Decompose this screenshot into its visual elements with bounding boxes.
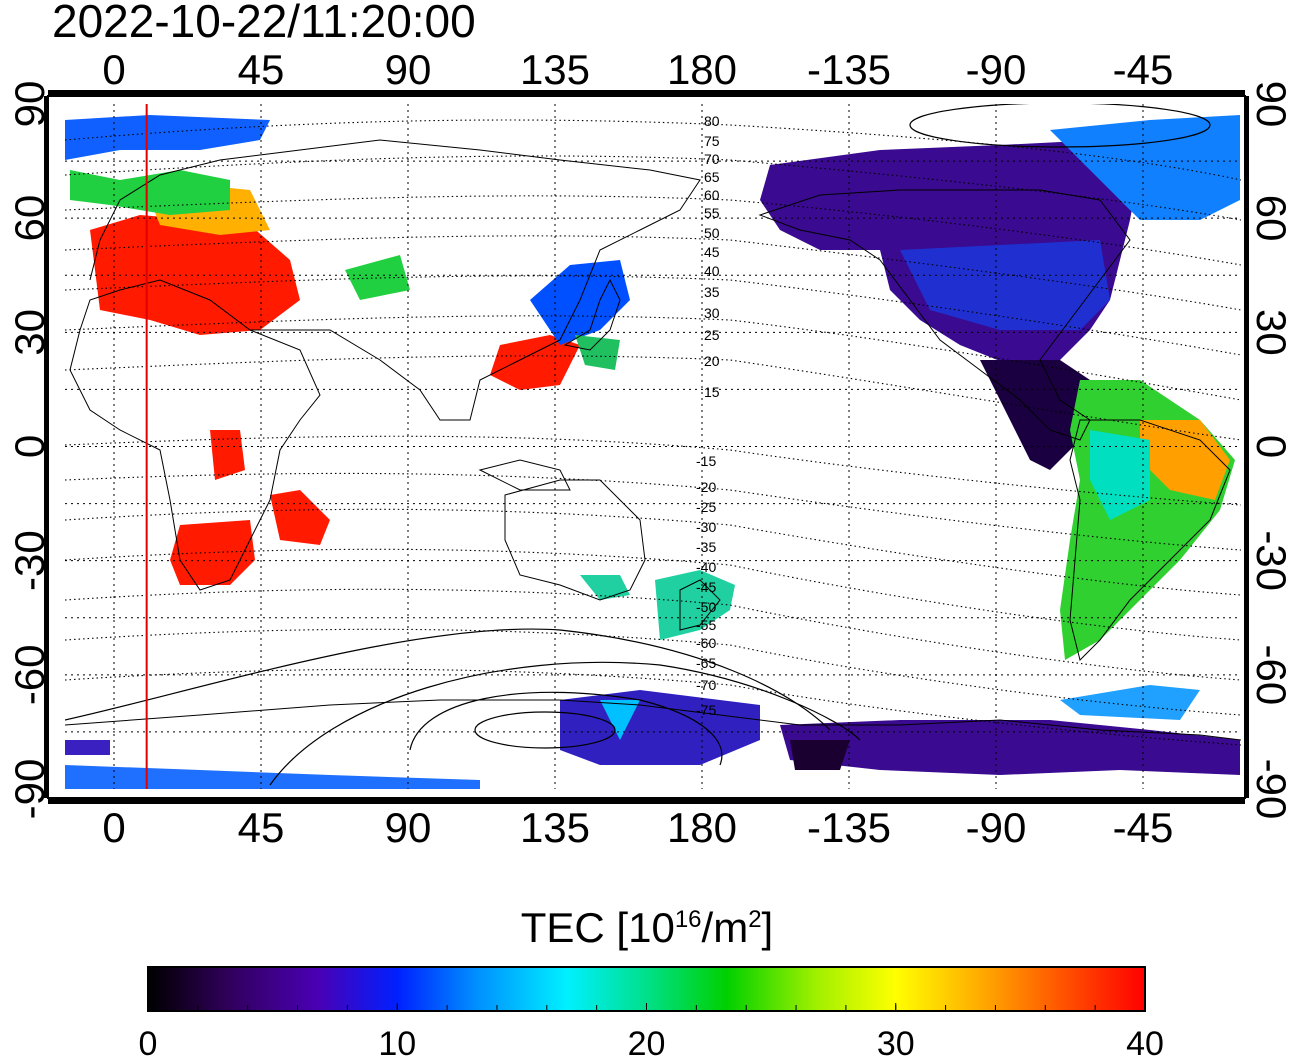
frame-bar-bottom: [48, 798, 1245, 804]
contour-label: 25: [704, 327, 720, 343]
lon-tick-top: 0: [102, 46, 125, 93]
colorbar-tick-label: 40: [1126, 1025, 1164, 1057]
contour-label: -65: [696, 655, 716, 671]
lat-tick-left: 0: [6, 435, 53, 458]
lat-tick-right: -60: [1248, 644, 1294, 705]
lat-tick-left: -90: [6, 759, 53, 820]
contour-label: -55: [696, 617, 716, 633]
contour-label: 20: [704, 353, 720, 369]
lon-tick-top: 90: [385, 46, 432, 93]
lon-tick-bottom: -135: [807, 804, 891, 851]
lon-tick-bottom: -90: [966, 804, 1027, 851]
tec-data-layer: [65, 115, 1240, 789]
colorbar-title-close: ]: [761, 904, 774, 951]
contour-label: 15: [704, 384, 720, 400]
colorbar-title-unit: /m: [701, 904, 749, 951]
colorbar-tick-label: 20: [628, 1025, 666, 1057]
lon-tick-bottom: 45: [238, 804, 285, 851]
contour-label: 75: [704, 133, 720, 149]
lat-tick-right: 30: [1248, 309, 1294, 356]
contour-label: -15: [696, 453, 716, 469]
lat-tick-left: -30: [6, 530, 53, 591]
contour-label: 35: [704, 284, 720, 300]
contour-label: -40: [696, 559, 716, 575]
lat-tick-right: -30: [1248, 530, 1294, 591]
frame-bar-right: [1245, 96, 1249, 798]
colorbar-ticks: 0 10 20 30 40: [139, 1003, 1164, 1057]
contour-label: 55: [704, 205, 720, 221]
lat-tick-right: -90: [1248, 759, 1294, 820]
lon-tick-bottom: -45: [1113, 804, 1174, 851]
contour-label: 30: [704, 305, 720, 321]
southern-pole-contours: [65, 628, 861, 786]
frame-bar-top: [48, 90, 1245, 96]
frame-bar-left: [44, 96, 48, 798]
colorbar-title-exp: 16: [674, 906, 702, 933]
lon-tick-top: 180: [667, 46, 737, 93]
contour-labels: 80 75 70 65 60 55 50 45 40 35 30 25 20 15 -15 -20 -25 -30…: [696, 113, 720, 718]
lon-tick-top: 135: [520, 46, 590, 93]
contour-label: -45: [696, 579, 716, 595]
contour-label: 40: [704, 263, 720, 279]
colorbar-tick-label: 30: [877, 1025, 915, 1057]
lon-tick-bottom: 135: [520, 804, 590, 851]
axis-labels: 0 45 90 135 180 -135 -90 -45 0 45 90 135 180 -135 -90 -…: [6, 46, 1294, 851]
lon-tick-bottom: 90: [385, 804, 432, 851]
contour-label: -60: [696, 635, 716, 651]
coastlines: [65, 139, 1241, 741]
contour-label: -70: [696, 677, 716, 693]
lat-tick-right: 60: [1248, 195, 1294, 242]
contour-label: 50: [704, 225, 720, 241]
contour-label: 60: [704, 187, 720, 203]
contour-label: 80: [704, 113, 720, 129]
lon-tick-top: -135: [807, 46, 891, 93]
contour-label: 70: [704, 151, 720, 167]
lat-tick-left: 60: [6, 195, 53, 242]
contour-label: -75: [696, 702, 716, 718]
lon-tick-top: 45: [238, 46, 285, 93]
lat-tick-left: 30: [6, 309, 53, 356]
lat-tick-right: 0: [1248, 435, 1294, 458]
colorbar-tick-label: 0: [139, 1025, 158, 1057]
colorbar-title-unit-exp: 2: [748, 906, 762, 933]
lat-gridlines: [65, 160, 1241, 733]
lat-tick-left: -60: [6, 644, 53, 705]
lat-tick-right: 90: [1248, 81, 1294, 128]
colorbar-tick-label: 10: [378, 1025, 416, 1057]
colorbar-title: TEC [1016/m2]: [0, 904, 1294, 952]
contour-label: -30: [696, 519, 716, 535]
contour-label: -35: [696, 539, 716, 555]
lat-tick-left: 90: [6, 81, 53, 128]
timestamp-title: 2022-10-22/11:20:00: [52, 0, 476, 47]
contour-label: 65: [704, 169, 720, 185]
contour-label: 45: [704, 244, 720, 260]
contour-label: -25: [696, 499, 716, 515]
lon-tick-top: -45: [1113, 46, 1174, 93]
contour-label: -50: [696, 599, 716, 615]
lon-tick-bottom: 180: [667, 804, 737, 851]
lon-tick-top: -90: [966, 46, 1027, 93]
northern-pole-contour: [909, 104, 1211, 148]
lon-tick-bottom: 0: [102, 804, 125, 851]
colorbar-title-main: TEC [10: [520, 904, 675, 951]
contour-label: -20: [696, 479, 716, 495]
